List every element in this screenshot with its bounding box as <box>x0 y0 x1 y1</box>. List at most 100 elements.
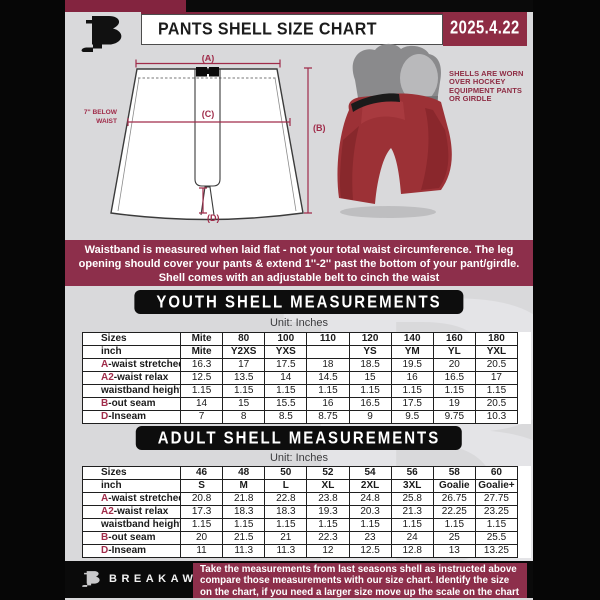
breakaway-logo-small-icon <box>82 571 100 587</box>
label-A: (A) <box>202 55 215 63</box>
measurement-cell: 25.5 <box>474 531 519 545</box>
table-row: inch S M L XL 2XL 3XL Goalie Goalie+ <box>82 479 519 493</box>
adult-unit-label: Unit: Inches <box>269 452 329 464</box>
row-label: B-out seam <box>82 397 181 411</box>
label-D: (D) <box>207 213 220 223</box>
measurement-cell: 1.15 <box>474 384 519 398</box>
measurement-cell: 160 <box>432 332 476 346</box>
measurement-cell: 15 <box>222 397 266 411</box>
row-label: A2-waist relax <box>82 505 181 519</box>
measurement-cell: 16.5 <box>348 397 392 411</box>
measurement-cell: 18.5 <box>348 358 392 372</box>
measurement-cell: Goalie+ <box>474 479 519 493</box>
table-row: B-out seam 14 15 15.5 16 16.5 17.5 19 20.5 <box>82 397 519 411</box>
measurement-cell: 18 <box>306 358 350 372</box>
measurement-cell: 21.8 <box>222 492 266 506</box>
measurement-cell: 27.75 <box>474 492 519 506</box>
measurement-cell: 1.15 <box>390 384 434 398</box>
measurement-cell: 8.75 <box>306 410 350 424</box>
row-label: A-waist stretched <box>82 358 181 372</box>
measurement-cell: 58 <box>432 466 476 480</box>
table-row: A2-waist relax 12.5 13.5 14 14.5 15 16 16.5 17 <box>82 371 519 385</box>
measurement-cell: 3XL <box>390 479 434 493</box>
measurement-cell: 22.8 <box>264 492 308 506</box>
measurement-cell: 50 <box>264 466 308 480</box>
measuring-instructions-band: Waistband is measured when laid flat - n… <box>65 240 533 286</box>
page-title: PANTS SHELL SIZE CHART <box>141 14 443 45</box>
measurement-cell: 16 <box>306 397 350 411</box>
measurement-cell: Y2XS <box>222 345 266 359</box>
row-label: D-Inseam <box>82 544 181 558</box>
breakaway-logo-icon <box>81 16 122 52</box>
measurement-cell: 1.15 <box>432 518 476 532</box>
table-row: A2-waist relax 17.3 18.3 18.3 19.3 20.3 21.3 22… <box>82 505 519 519</box>
adult-section-header: ADULT SHELL MEASUREMENTS <box>135 426 463 450</box>
measurement-cell: 22.25 <box>432 505 476 519</box>
measurement-cell: Goalie <box>432 479 476 493</box>
row-label: inch <box>82 479 181 493</box>
measurement-cell: 25.8 <box>390 492 434 506</box>
measurement-cell: 20.8 <box>179 492 224 506</box>
row-label: waistband height <box>82 384 181 398</box>
measurement-cell: 17 <box>474 371 519 385</box>
measurement-cell: Mite <box>179 332 224 346</box>
table-row: D-Inseam 7 8 8.5 8.75 9 9.5 9.75 10.3 <box>82 410 519 424</box>
row-label: waistband height <box>82 518 181 532</box>
center-panel <box>194 69 221 187</box>
footer: BREAKAWAY Take the measurements from las… <box>65 561 533 598</box>
measurement-cell: L <box>264 479 308 493</box>
measurement-cell: S <box>179 479 224 493</box>
measurement-cell: M <box>222 479 266 493</box>
measurement-cell: 14 <box>179 397 224 411</box>
measurement-cell: YS <box>348 345 392 359</box>
adult-measurements-table: Sizes 46 48 50 52 54 56 58 60 inch S M L XL 2XL 3XL Goal… <box>82 466 519 558</box>
measurement-cell: 13 <box>432 544 476 558</box>
measurement-cell: 56 <box>390 466 434 480</box>
measurement-cell: 1.15 <box>222 518 266 532</box>
measurement-cell: 1.15 <box>179 518 224 532</box>
belt-buckle <box>196 67 207 77</box>
measurement-cell: 110 <box>306 332 350 346</box>
measurement-cell: 14 <box>264 371 308 385</box>
measurement-cell: YL <box>432 345 476 359</box>
measurement-cell: 25 <box>432 531 476 545</box>
measurement-cell: 17.5 <box>390 397 434 411</box>
measurement-cell: 15.5 <box>264 397 308 411</box>
measurement-cell: YXS <box>264 345 308 359</box>
shell-outline <box>110 68 304 221</box>
measurement-cell: 12.5 <box>179 371 224 385</box>
date-text: 2025.4.22 <box>450 18 520 39</box>
row-label: B-out seam <box>82 531 181 545</box>
measurement-cell: 15 <box>348 371 392 385</box>
row-label: D-Inseam <box>82 410 181 424</box>
measurement-cell: 1.15 <box>390 518 434 532</box>
measurement-cell: 18.3 <box>222 505 266 519</box>
measurement-cell: 46 <box>179 466 224 480</box>
content-area: B PANTS SHELL SIZE CHART 2025.4.22 <box>65 0 533 600</box>
measurement-cell: 17.5 <box>264 358 308 372</box>
youth-measurements-table: Sizes Mite 80 100 110 120 140 160 180 inch Mite Y2X… <box>82 332 519 424</box>
shell-product-photo <box>337 43 452 218</box>
youth-section-header: YOUTH SHELL MEASUREMENTS <box>134 290 464 314</box>
measurement-cell: 1.15 <box>306 384 350 398</box>
measurement-cell: 21.5 <box>222 531 266 545</box>
measurement-cell: 20.5 <box>474 397 519 411</box>
measurement-cell: 180 <box>474 332 519 346</box>
waist-note-line1: 7'' BELOW <box>84 109 118 116</box>
measurement-cell: 1.15 <box>474 518 519 532</box>
table-row: waistband height 1.15 1.15 1.15 1.15 1.15 1.15… <box>82 518 519 532</box>
measurement-cell: 13.5 <box>222 371 266 385</box>
top-bar-accent <box>65 0 186 12</box>
measurement-cell: 9 <box>348 410 392 424</box>
measurement-cell: 1.15 <box>264 518 308 532</box>
measurement-cell: 18.3 <box>264 505 308 519</box>
row-label: Sizes <box>82 466 181 480</box>
row-label: inch <box>82 345 181 359</box>
measurement-cell: 16.5 <box>432 371 476 385</box>
measurement-cell: 54 <box>348 466 392 480</box>
measurement-cell: 19.5 <box>390 358 434 372</box>
measurement-cell: 9.5 <box>390 410 434 424</box>
measurement-cell: 24 <box>390 531 434 545</box>
footer-note: Take the measurements from last seasons … <box>193 563 527 598</box>
